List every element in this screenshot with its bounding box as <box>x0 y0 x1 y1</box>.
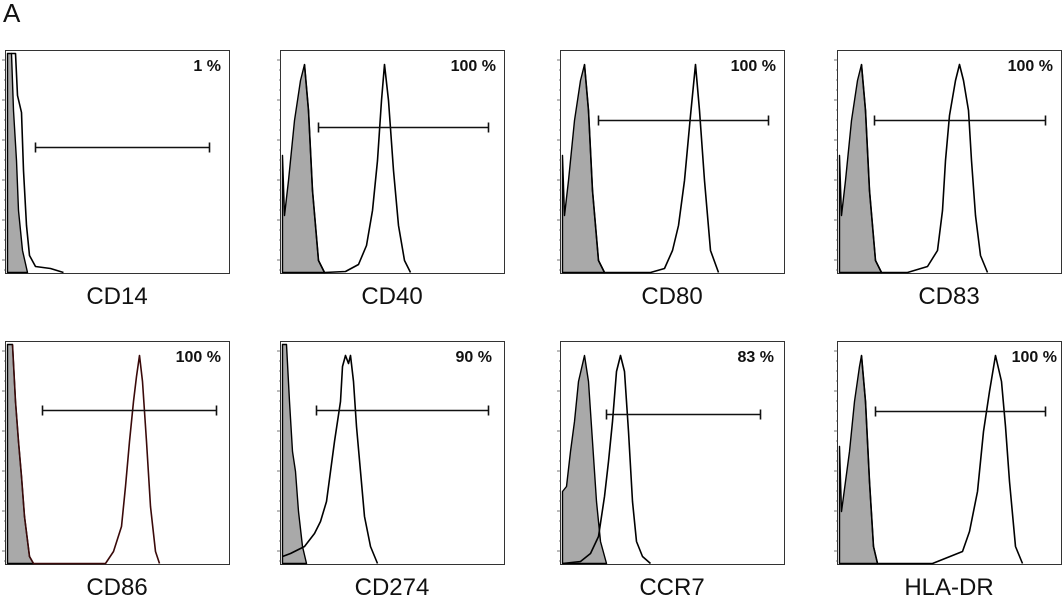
percent-positive-label: 100 % <box>450 58 496 75</box>
y-axis-ticks <box>834 59 838 271</box>
percent-positive-label: 100 % <box>730 58 776 75</box>
marker-axis-label: CD40 <box>361 283 423 310</box>
histogram-panel-hla-dr: 100 % HLA-DR <box>834 341 1064 601</box>
y-axis-ticks <box>2 59 6 271</box>
marker-staining-histogram <box>303 63 412 274</box>
marker-axis-label: CD83 <box>918 283 980 310</box>
histogram-plot <box>557 341 785 565</box>
marker-axis-label: CD14 <box>86 283 148 310</box>
y-axis-ticks <box>557 350 561 562</box>
y-axis-ticks <box>277 59 281 271</box>
positive-gate-bar <box>41 405 218 416</box>
plot-frame <box>837 50 1062 274</box>
histogram-panel-cd40: 100 % CD40 <box>277 50 512 310</box>
percent-positive-label: 90 % <box>455 349 492 366</box>
isotype-control-histogram <box>281 343 308 565</box>
percent-positive-label: 100 % <box>1011 349 1057 366</box>
marker-axis-label: CD80 <box>641 283 703 310</box>
positive-gate-bar <box>315 405 490 416</box>
plot-frame <box>5 341 230 565</box>
isotype-control-histogram <box>561 354 608 565</box>
histogram-panel-cd14: 1 % CD14 <box>2 50 237 310</box>
marker-staining-histogram <box>562 354 652 565</box>
percent-positive-label: 83 % <box>737 349 774 366</box>
percent-positive-label: 100 % <box>1007 58 1053 75</box>
positive-gate-bar <box>317 122 490 133</box>
percent-positive-label: 1 % <box>193 58 221 75</box>
histogram-panel-cd274: 90 % CD274 <box>277 341 512 601</box>
positive-gate-bar <box>605 409 762 420</box>
plot-frame <box>837 341 1062 565</box>
marker-axis-label: CD86 <box>86 574 148 601</box>
histogram-plot <box>834 341 1062 565</box>
y-axis-ticks <box>2 350 6 562</box>
marker-staining-histogram <box>11 52 64 274</box>
percent-positive-label: 100 % <box>175 349 221 366</box>
histogram-plot <box>277 341 505 565</box>
histogram-panel-cd86: 100 % CD86 <box>2 341 237 601</box>
histogram-panel-ccr7: 83 % CCR7 <box>557 341 792 601</box>
marker-staining-histogram <box>282 354 379 564</box>
marker-staining-histogram <box>860 354 1024 565</box>
histogram-panel-cd80: 100 % CD80 <box>557 50 792 310</box>
histogram-panel-cd83: 100 % CD83 <box>834 50 1064 310</box>
isotype-control-histogram <box>6 52 29 274</box>
plot-frame <box>5 50 230 274</box>
histogram-plot <box>557 50 785 274</box>
marker-axis-label: HLA-DR <box>904 574 994 601</box>
histogram-plot <box>834 50 1062 274</box>
marker-axis-label: CD274 <box>354 574 430 601</box>
figure-panel-label: A <box>3 0 21 28</box>
plot-frame <box>560 50 785 274</box>
plot-frame <box>280 341 505 565</box>
marker-staining-histogram <box>583 63 720 274</box>
positive-gate-bar <box>873 115 1047 126</box>
positive-gate-bar <box>597 115 770 126</box>
marker-staining-histogram <box>860 63 989 274</box>
histogram-plot <box>277 50 505 274</box>
y-axis-ticks <box>834 350 838 562</box>
histogram-plot <box>2 50 230 274</box>
positive-gate-bar <box>34 142 211 153</box>
marker-axis-label: CCR7 <box>639 574 705 601</box>
histogram-plot <box>2 341 230 565</box>
positive-gate-bar <box>874 406 1047 417</box>
y-axis-ticks <box>277 350 281 562</box>
y-axis-ticks <box>557 59 561 271</box>
marker-staining-histogram <box>11 344 161 565</box>
